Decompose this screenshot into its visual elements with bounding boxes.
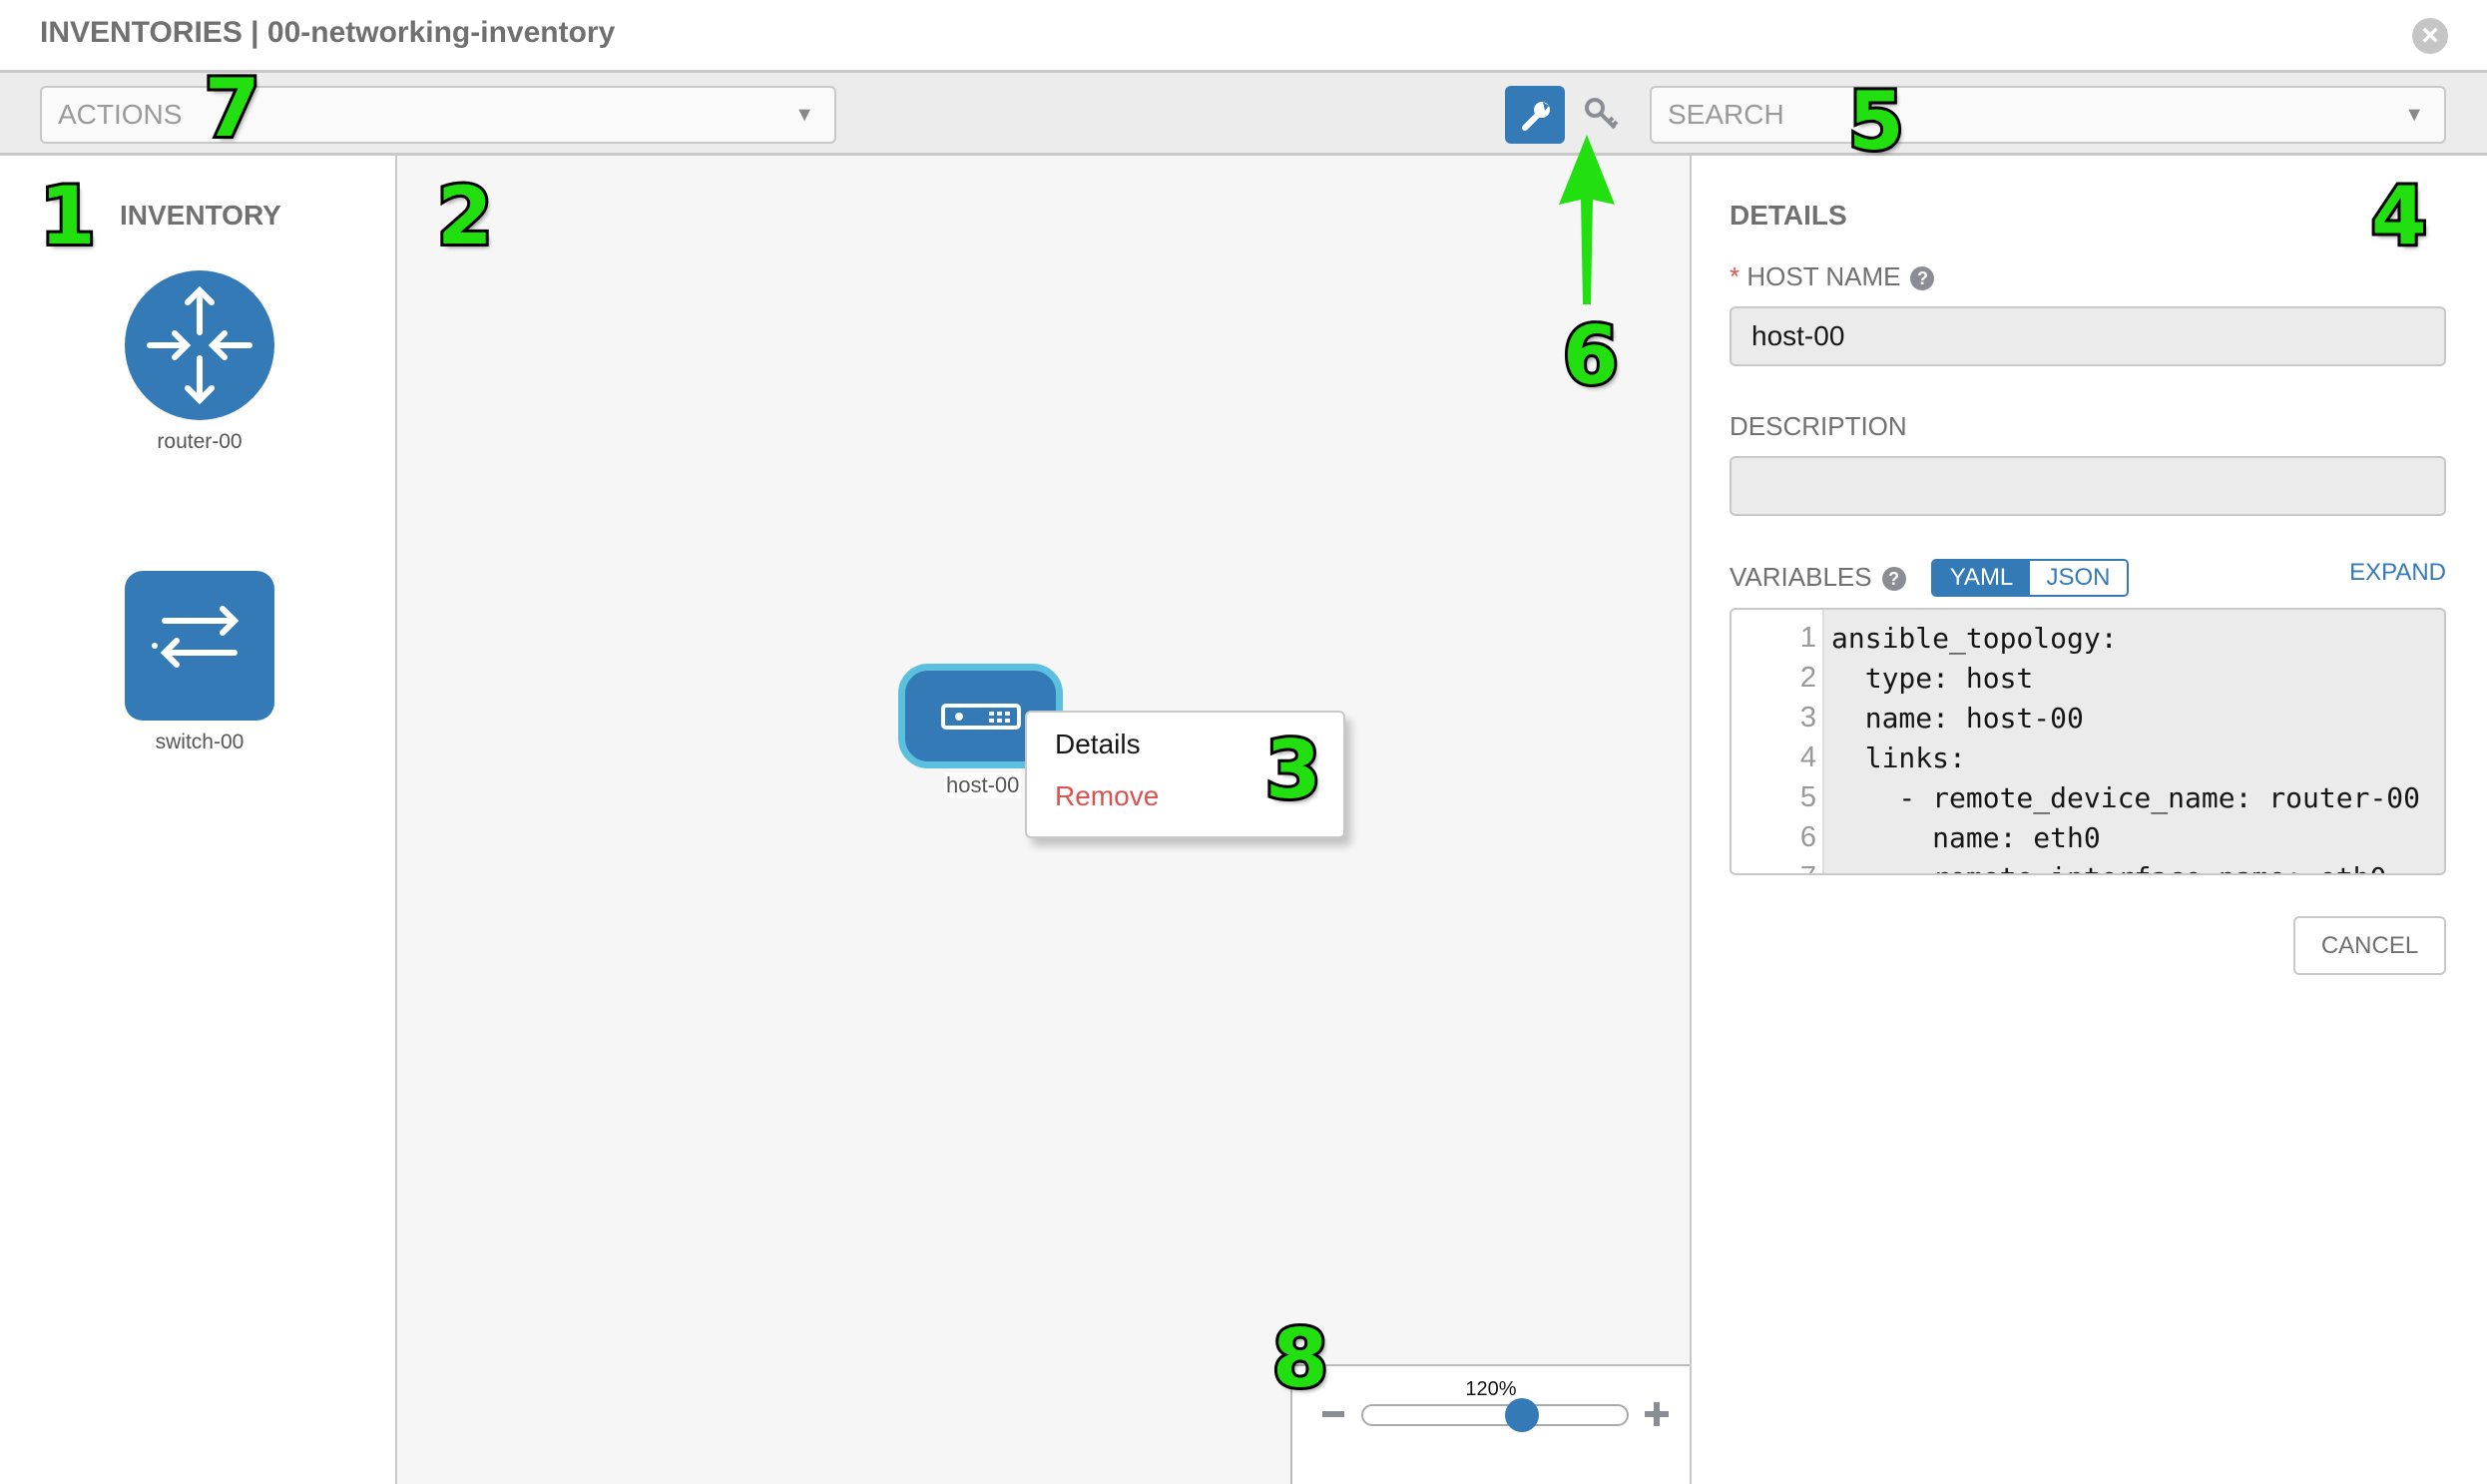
code-line: name: host-00 (1831, 702, 2084, 735)
help-icon[interactable]: ? (1881, 567, 1906, 592)
line-number: 5 (1799, 781, 1816, 813)
line-number: 3 (1799, 702, 1816, 734)
toolbar: ACTIONS ▼ SEARCH ▼ (0, 73, 2487, 156)
code-line: remote_interface_name: eth0 (1831, 861, 2386, 873)
inventory-panel: INVENTORY router-00 switch-00 (0, 156, 397, 1484)
wrench-button[interactable] (1505, 86, 1565, 144)
actions-label: ACTIONS (58, 99, 183, 130)
host-icon (941, 704, 1021, 730)
code-line: ansible_topology: (1831, 622, 2118, 655)
context-menu: Details Remove (1025, 711, 1345, 838)
close-icon[interactable]: × (2412, 18, 2448, 54)
annotation-arrow-icon (1559, 135, 1615, 304)
line-number: 7 (1732, 861, 1816, 873)
annotation-7: 7 (202, 59, 263, 158)
switch-item[interactable] (125, 571, 274, 721)
code-line: - remote_device_name: router-00 (1831, 781, 2421, 814)
required-mark: * (1730, 261, 1741, 291)
code-line: name: eth0 (1831, 821, 2101, 854)
host-name-input[interactable]: host-00 (1730, 306, 2446, 366)
actions-dropdown[interactable]: ACTIONS ▼ (40, 86, 836, 144)
host-label: host-00 (944, 772, 1022, 798)
json-toggle[interactable]: JSON (2030, 561, 2127, 595)
yaml-toggle[interactable]: YAML (1933, 561, 2030, 595)
key-icon (1585, 98, 1619, 130)
zoom-in-icon[interactable] (1645, 1402, 1669, 1426)
zoom-level: 120% (1465, 1378, 1517, 1400)
line-number: 6 (1799, 821, 1816, 853)
code-line: links: (1831, 742, 1966, 774)
annotation-2: 2 (434, 167, 496, 265)
search-placeholder: SEARCH (1668, 99, 1784, 130)
annotation-5: 5 (1845, 72, 1907, 171)
menu-item-details[interactable]: Details (1055, 729, 1141, 759)
annotation-3: 3 (1262, 721, 1324, 819)
chevron-down-icon: ▼ (794, 104, 814, 126)
variables-label: VARIABLES? (1730, 562, 1906, 593)
zoom-control: 120% (1290, 1364, 1690, 1484)
annotation-6: 6 (1560, 306, 1622, 405)
router-item[interactable] (125, 270, 274, 420)
host-name-text: HOST NAME (1746, 261, 1901, 291)
router-icon (147, 285, 252, 405)
cancel-button[interactable]: CANCEL (2293, 916, 2446, 975)
annotation-1: 1 (37, 167, 99, 265)
host-name-label: * HOST NAME? (1730, 261, 1935, 292)
router-label: router-00 (157, 430, 243, 453)
wrench-icon (1522, 102, 1550, 131)
zoom-slider-thumb[interactable] (1504, 1398, 1539, 1432)
line-number: 1 (1799, 622, 1816, 654)
format-toggle: YAML JSON (1931, 559, 2129, 597)
annotation-4: 4 (2368, 167, 2430, 265)
key-button[interactable] (1582, 95, 1622, 135)
switch-icon (152, 606, 240, 668)
annotation-8: 8 (1269, 1309, 1331, 1408)
title-bar: INVENTORIES | 00-networking-inventory × (0, 0, 2487, 73)
variables-editor[interactable]: 1 ansible_topology: 2 type: host 3 name: ho… (1730, 608, 2446, 875)
code-line: type: host (1831, 662, 2034, 695)
line-number: 4 (1799, 742, 1816, 773)
description-input[interactable] (1730, 456, 2446, 516)
variables-text: VARIABLES (1730, 562, 1872, 592)
description-label: DESCRIPTION (1730, 411, 1907, 441)
menu-item-remove[interactable]: Remove (1055, 780, 1160, 811)
help-icon[interactable]: ? (1910, 266, 1935, 291)
search-input[interactable]: SEARCH ▼ (1650, 86, 2446, 144)
inventory-title: INVENTORY (120, 200, 281, 231)
chevron-down-icon: ▼ (2404, 104, 2424, 126)
details-title: DETAILS (1730, 200, 1847, 231)
page-title: INVENTORIES | 00-networking-inventory (40, 16, 616, 49)
zoom-out-icon[interactable] (1322, 1411, 1344, 1417)
line-number: 2 (1799, 662, 1816, 694)
line-gutter (1732, 610, 1824, 873)
switch-label: switch-00 (155, 731, 245, 753)
zoom-slider[interactable] (1361, 1404, 1629, 1426)
expand-link[interactable]: EXPAND (2349, 559, 2446, 586)
